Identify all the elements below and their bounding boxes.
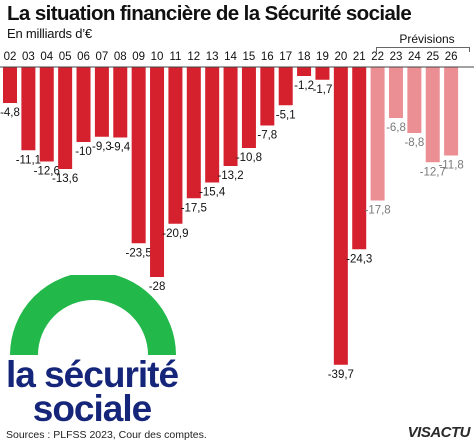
- data-label: -5,1: [276, 109, 296, 121]
- source-note: Sources : PLFSS 2023, Cour des comptes.: [6, 429, 207, 441]
- bar-17: [278, 67, 293, 106]
- data-label: -9,4: [110, 142, 130, 154]
- data-label: -39,7: [328, 369, 354, 381]
- bar-13: [205, 67, 220, 183]
- bar-23: [388, 67, 403, 118]
- bar-18: [297, 67, 312, 76]
- chart-title: La situation financière de la Sécurité s…: [7, 2, 412, 25]
- x-tick-label: 03: [22, 51, 35, 63]
- bar-24: [407, 67, 422, 133]
- x-tick-label: 11: [169, 51, 181, 63]
- securite-sociale-logo-text: la sécurité sociale: [2, 354, 182, 429]
- bar-06: [76, 67, 91, 142]
- x-tick-label: 14: [224, 51, 237, 63]
- x-tick-label: 18: [298, 51, 311, 63]
- data-label: -12,7: [420, 166, 446, 178]
- bar-26: [444, 67, 459, 156]
- x-tick-label: 16: [261, 51, 274, 63]
- brand-logo: VISACTU: [407, 424, 471, 441]
- bar-14: [223, 67, 238, 166]
- bar-21: [352, 67, 367, 250]
- x-tick-label: 09: [132, 51, 145, 63]
- forecast-bracket: [376, 47, 470, 52]
- bar-08: [113, 67, 128, 138]
- bar-16: [260, 67, 275, 126]
- bar-11: [168, 67, 183, 224]
- x-tick-label: 25: [426, 51, 439, 63]
- data-label: -8,8: [404, 137, 424, 149]
- data-label: -4,8: [0, 107, 20, 119]
- x-tick-label: 05: [59, 51, 72, 63]
- bar-09: [131, 67, 146, 244]
- data-label: -10,8: [236, 152, 262, 164]
- bar-19: [315, 67, 330, 80]
- x-tick-label: 21: [353, 51, 366, 63]
- x-tick-label: 02: [4, 51, 17, 63]
- data-label: -1,2: [294, 80, 314, 92]
- data-label: -13,6: [52, 173, 78, 185]
- data-label: -28: [149, 281, 166, 293]
- bar-22: [370, 67, 385, 201]
- x-tick-label: 10: [151, 51, 164, 63]
- data-label: -11,1: [16, 154, 41, 166]
- x-tick-label: 19: [316, 51, 329, 63]
- x-tick-label: 12: [187, 51, 200, 63]
- data-label: -11,8: [438, 160, 463, 172]
- x-tick-label: 20: [334, 51, 347, 63]
- x-tick-label: 24: [408, 51, 421, 63]
- data-label: -17,8: [364, 205, 390, 217]
- x-tick-label: 06: [77, 51, 90, 63]
- data-label: -7,8: [257, 130, 277, 142]
- x-tick-label: 08: [114, 51, 127, 63]
- bar-12: [186, 67, 201, 199]
- x-tick-label: 26: [445, 51, 458, 63]
- bar-10: [150, 67, 165, 277]
- data-label: -12,6: [34, 166, 60, 178]
- data-label: -10: [75, 146, 92, 158]
- logo-line-1: la sécurité: [5, 354, 179, 395]
- bar-20: [333, 67, 348, 365]
- data-label: -1,7: [313, 84, 333, 96]
- securite-sociale-logo-arc: [10, 275, 176, 356]
- bar-07: [94, 67, 109, 137]
- bar-03: [21, 67, 36, 151]
- x-tick-label: 13: [206, 51, 219, 63]
- bar-05: [58, 67, 73, 169]
- bar-02: [3, 67, 17, 103]
- data-label: -23,5: [126, 247, 152, 259]
- logo-line-2: sociale: [32, 388, 152, 429]
- data-label: -6,8: [386, 122, 406, 134]
- x-tick-label: 07: [96, 51, 109, 63]
- x-tick-label: 17: [279, 51, 292, 63]
- data-label: -17,5: [181, 202, 207, 214]
- x-tick-label: 15: [243, 51, 256, 63]
- bar-04: [39, 67, 54, 162]
- bar-25: [425, 67, 440, 163]
- x-tick-label: 04: [40, 51, 53, 63]
- data-label: -9,3: [92, 141, 112, 153]
- x-tick-label: 23: [390, 51, 403, 63]
- x-tick-label: 22: [371, 51, 384, 63]
- forecast-label: Prévisions: [399, 32, 455, 46]
- data-label: -15,4: [199, 187, 226, 199]
- data-label: -13,2: [217, 170, 243, 182]
- bar-15: [241, 67, 256, 148]
- data-label: -24,3: [346, 253, 372, 265]
- chart-subtitle: En milliards d’€: [7, 26, 92, 41]
- data-label: -20,9: [162, 228, 188, 240]
